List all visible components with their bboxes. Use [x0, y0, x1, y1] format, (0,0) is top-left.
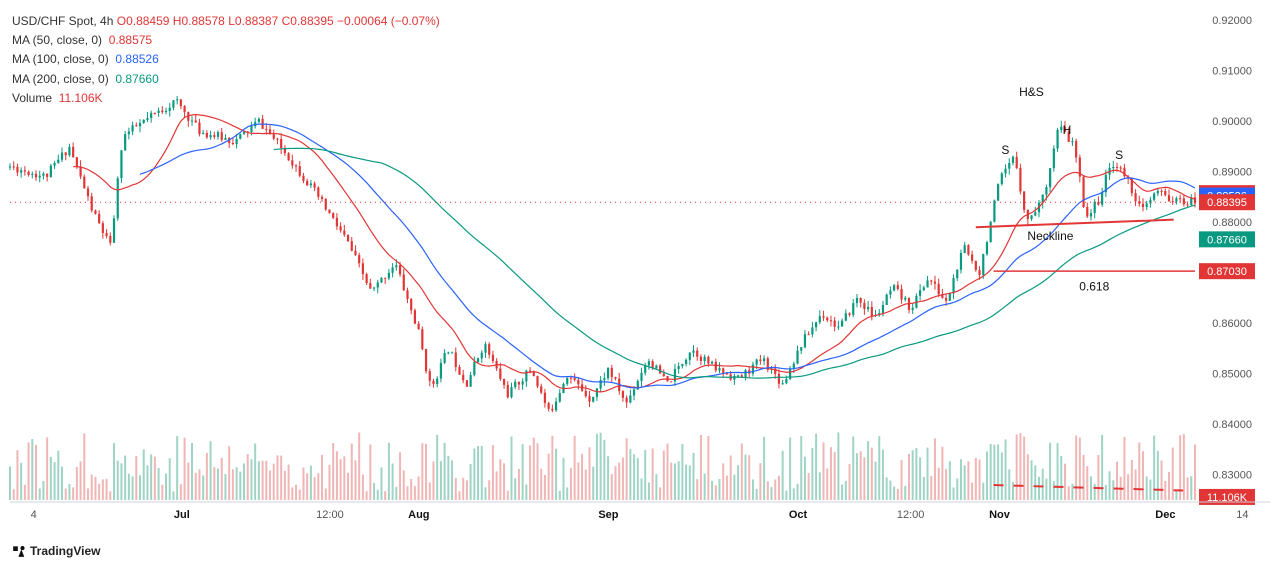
y-tick-label: 0.84000	[1212, 419, 1252, 431]
volume-bars	[9, 432, 1196, 500]
y-tick-label: 0.88000	[1212, 217, 1252, 229]
change-val: −0.00064 (−0.07%)	[337, 14, 440, 28]
ma50-line	[73, 115, 1195, 392]
ma50-label: MA (50, close, 0)	[12, 33, 102, 47]
x-tick-label: Sep	[598, 509, 618, 521]
x-tick-label: 12:00	[316, 509, 344, 521]
ohlc-low: L0.88387	[228, 14, 278, 28]
candles	[9, 96, 1196, 412]
x-tick-label: Nov	[989, 509, 1011, 521]
x-tick-label: Dec	[1155, 509, 1175, 521]
volume-val: 11.106K	[59, 91, 103, 105]
ma100-label: MA (100, close, 0)	[12, 52, 109, 66]
annotation-label: H&S	[1019, 85, 1044, 99]
high-val: 0.88578	[181, 14, 224, 28]
x-tick-label: Oct	[789, 509, 808, 521]
ma200-val: 0.87660	[115, 72, 158, 86]
ohlc-close: C0.88395	[282, 14, 334, 28]
annotation-label: S	[1001, 143, 1009, 157]
price-tag-text: 0.87660	[1207, 234, 1247, 246]
x-tick-label: Jul	[174, 509, 190, 521]
ma200-line	[274, 148, 1195, 378]
tradingview-icon	[12, 544, 26, 558]
tradingview-watermark: TradingView	[12, 544, 100, 558]
y-tick-label: 0.89000	[1212, 167, 1252, 179]
moving-averages	[73, 115, 1195, 392]
y-tick-label: 0.85000	[1212, 369, 1252, 381]
open-val: 0.88459	[126, 14, 169, 28]
x-tick-label: Aug	[408, 509, 429, 521]
price-tag-text: 0.88395	[1207, 197, 1247, 209]
volume-label: Volume	[12, 91, 52, 105]
y-tick-label: 0.86000	[1212, 318, 1252, 330]
ma50-val: 0.88575	[109, 33, 152, 47]
y-tick-label: 0.91000	[1212, 66, 1252, 78]
ma100-line	[140, 124, 1195, 388]
annotation-label: S	[1115, 148, 1123, 162]
ohlc-open: O0.88459	[117, 14, 170, 28]
symbol-label: USD/CHF Spot, 4h	[12, 14, 113, 28]
ma100-val: 0.88526	[115, 52, 158, 66]
annotation-label: 0.618	[1079, 279, 1109, 293]
chart-container[interactable]: USD/CHF Spot, 4h O0.88459 H0.88578 L0.88…	[0, 0, 1280, 568]
price-tag-text: 0.87030	[1207, 266, 1247, 278]
y-tick-label: 0.90000	[1212, 116, 1252, 128]
close-val: 0.88395	[290, 14, 333, 28]
chart-header: USD/CHF Spot, 4h O0.88459 H0.88578 L0.88…	[12, 12, 440, 108]
y-tick-label: 0.92000	[1212, 15, 1252, 27]
x-tick-label: 4	[31, 509, 37, 521]
annotation-label: H	[1063, 123, 1072, 137]
low-val: 0.88387	[235, 14, 278, 28]
ma200-label: MA (200, close, 0)	[12, 72, 109, 86]
ohlc-high: H0.88578	[173, 14, 225, 28]
x-tick-label: 12:00	[897, 509, 925, 521]
annotation-label: Neckline	[1027, 229, 1073, 243]
y-tick-label: 0.83000	[1212, 470, 1252, 482]
x-tick-label: 14	[1236, 509, 1248, 521]
watermark-text: TradingView	[30, 544, 100, 558]
